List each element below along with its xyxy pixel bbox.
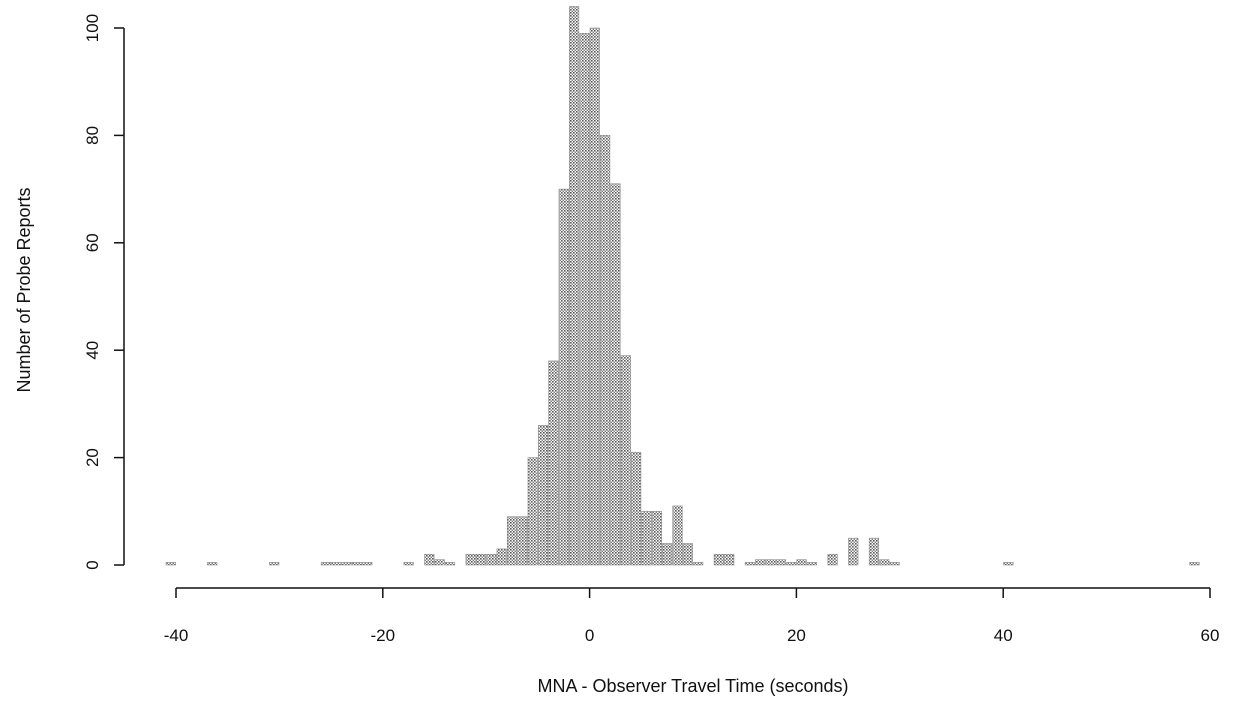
histogram-bar <box>693 562 704 566</box>
histogram-bar <box>868 537 880 566</box>
histogram-bar <box>806 562 817 566</box>
histogram-bar <box>207 562 218 566</box>
histogram-bar <box>796 559 807 566</box>
histogram-bar <box>527 457 538 566</box>
histogram-bar <box>889 562 900 566</box>
histogram-bar <box>1003 562 1014 566</box>
histogram-bar <box>672 505 683 566</box>
histogram-bar <box>475 553 487 566</box>
histogram-bar <box>424 553 435 566</box>
histogram-bar <box>744 562 755 566</box>
histogram-bar <box>724 553 735 566</box>
histogram-bar <box>269 562 280 566</box>
y-tick-label: 60 <box>83 233 102 252</box>
histogram-bar <box>651 510 662 566</box>
histogram-bar <box>341 562 352 566</box>
x-tick-label: 40 <box>994 626 1013 645</box>
histogram-bar <box>827 553 838 566</box>
histogram-bar <box>558 188 569 566</box>
y-tick-label: 40 <box>83 341 102 360</box>
y-tick-label: 80 <box>83 126 102 145</box>
y-axis-title: Number of Probe Reports <box>14 187 34 392</box>
histogram-bar <box>775 559 786 566</box>
histogram-bar <box>589 27 600 566</box>
x-tick-label: -40 <box>164 626 189 645</box>
axes-layer: -40 -20 0 20 40 60 0 20 40 60 80 100 <box>83 14 1219 645</box>
histogram-bar <box>362 562 373 566</box>
y-tick-label: 0 <box>83 560 102 569</box>
histogram-bar <box>548 360 559 566</box>
histogram-bar <box>631 451 642 566</box>
histogram-bar <box>786 562 797 566</box>
histogram-bar <box>848 537 859 566</box>
histogram-bar <box>641 510 652 566</box>
histogram-bar <box>517 516 528 566</box>
histogram-bar <box>713 553 724 566</box>
y-tick-label: 100 <box>83 14 102 42</box>
x-tick-label: 60 <box>1201 626 1220 645</box>
histogram-bar <box>434 559 445 566</box>
histogram-bar <box>465 553 476 566</box>
histogram-bar <box>444 562 456 566</box>
y-tick-label: 20 <box>83 448 102 467</box>
histogram-bar <box>331 562 342 566</box>
histogram-bar <box>620 355 631 566</box>
bars-layer <box>165 6 1200 566</box>
histogram-bar <box>165 562 176 566</box>
x-tick-label: 20 <box>787 626 806 645</box>
histogram-bar <box>755 559 766 566</box>
histogram-bar <box>600 135 611 566</box>
histogram-bar <box>610 183 621 566</box>
x-tick-label: -20 <box>371 626 396 645</box>
histogram-bar <box>579 33 590 566</box>
histogram-bar <box>506 516 518 566</box>
histogram-bar <box>403 562 414 566</box>
histogram-bar <box>765 559 776 566</box>
histogram-bar <box>1189 562 1200 566</box>
histogram-bar <box>486 553 497 566</box>
histogram-bar <box>351 562 363 566</box>
x-axis-title: MNA - Observer Travel Time (seconds) <box>537 676 848 696</box>
histogram-bar <box>662 543 673 566</box>
histogram-bar <box>569 6 580 566</box>
histogram-bar <box>682 543 693 566</box>
histogram-bar <box>879 559 890 566</box>
histogram-bar <box>320 562 332 566</box>
histogram-bar <box>537 425 549 566</box>
x-tick-label: 0 <box>585 626 594 645</box>
histogram-bar <box>496 548 507 566</box>
